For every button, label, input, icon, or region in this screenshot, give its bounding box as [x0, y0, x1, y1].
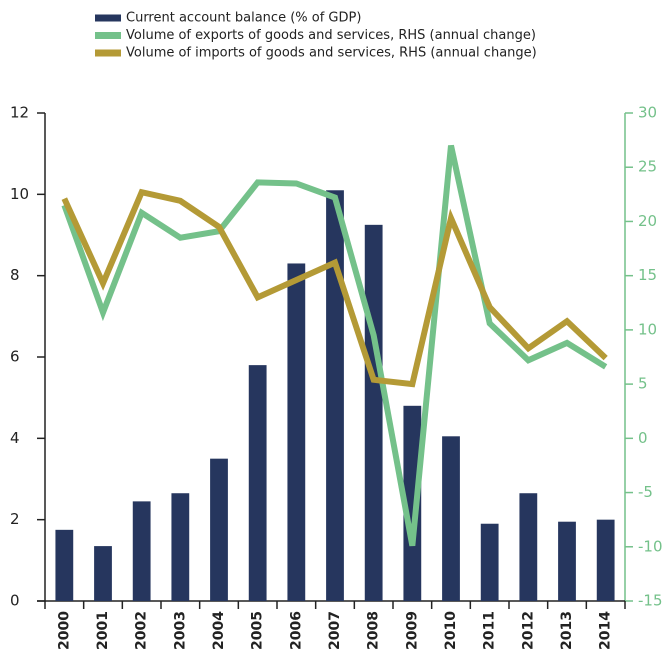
bar — [94, 546, 112, 601]
bar — [210, 458, 228, 601]
x-tick-label: 2008 — [366, 611, 382, 650]
bar — [287, 263, 306, 601]
legend-label: Current account balance (% of GDP) — [126, 11, 361, 26]
bar — [442, 436, 460, 601]
x-tick-label: 2005 — [250, 611, 266, 650]
bar — [596, 519, 615, 601]
bar — [519, 493, 538, 601]
x-tick-label: 2000 — [56, 611, 72, 650]
x-tick-label: 2001 — [95, 611, 111, 650]
y2-tick-label: 30 — [638, 104, 657, 122]
y-tick-label: 0 — [10, 592, 20, 610]
y-tick-label: 12 — [10, 104, 29, 122]
legend-swatch — [95, 49, 121, 57]
bar — [55, 529, 74, 601]
x-tick-label: 2007 — [327, 611, 343, 650]
bar — [132, 501, 151, 601]
y-tick-label: 10 — [10, 185, 29, 203]
x-tick-label: 2009 — [404, 611, 420, 650]
x-tick-label: 2004 — [211, 611, 227, 650]
y2-tick-label: 15 — [638, 266, 657, 284]
legend-label: Volume of exports of goods and services,… — [126, 28, 536, 43]
x-tick-label: 2010 — [443, 611, 459, 650]
legend-swatch — [95, 32, 121, 39]
y2-tick-label: 10 — [638, 320, 657, 338]
y-tick-label: 6 — [10, 348, 20, 366]
bar — [171, 493, 190, 601]
line — [61, 188, 608, 388]
y2-tick-label: 5 — [638, 375, 648, 393]
x-tick-label: 2006 — [288, 611, 304, 650]
y-tick-label: 8 — [10, 266, 20, 284]
legend-swatch — [95, 14, 121, 22]
line — [61, 144, 608, 547]
x-tick-label: 2003 — [172, 611, 188, 650]
bar — [326, 190, 344, 601]
bar — [248, 365, 267, 601]
x-tick-label: 2012 — [520, 611, 536, 650]
x-tick-label: 2002 — [134, 611, 150, 650]
x-tick-label: 2013 — [559, 611, 575, 650]
y-tick-label: 2 — [10, 510, 20, 528]
bar — [480, 523, 499, 601]
y2-tick-label: -15 — [638, 592, 663, 610]
x-tick-label: 2014 — [598, 611, 614, 650]
bar — [403, 405, 422, 601]
y2-tick-label: 20 — [638, 212, 657, 230]
y2-tick-label: 0 — [638, 429, 648, 447]
x-tick-label: 2011 — [482, 611, 498, 650]
y2-tick-label: 25 — [638, 158, 657, 176]
bar — [558, 521, 576, 601]
bar — [364, 224, 383, 602]
legend-label: Volume of imports of goods and services,… — [126, 46, 537, 61]
y2-tick-label: -5 — [638, 483, 653, 501]
y-tick-label: 4 — [10, 429, 20, 447]
y2-tick-label: -10 — [638, 537, 663, 555]
